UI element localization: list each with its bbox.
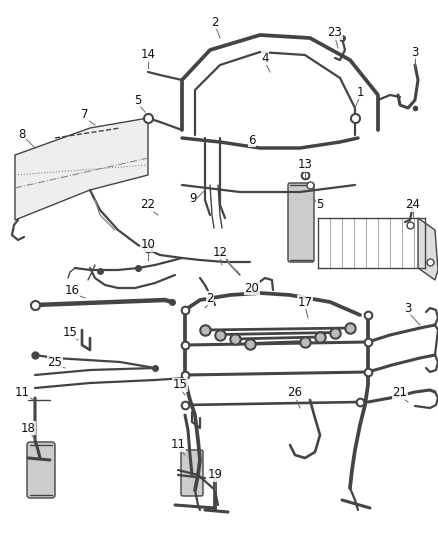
Text: 7: 7 bbox=[81, 109, 89, 122]
Text: 16: 16 bbox=[64, 284, 80, 296]
Text: 9: 9 bbox=[189, 191, 197, 205]
Text: 12: 12 bbox=[212, 246, 227, 259]
Text: 18: 18 bbox=[21, 422, 35, 434]
FancyBboxPatch shape bbox=[27, 442, 55, 498]
Text: 11: 11 bbox=[170, 439, 186, 451]
Text: 22: 22 bbox=[141, 198, 155, 212]
Text: 15: 15 bbox=[173, 378, 187, 392]
Text: 11: 11 bbox=[14, 386, 29, 400]
Text: 5: 5 bbox=[316, 198, 324, 212]
Text: 20: 20 bbox=[244, 281, 259, 295]
FancyBboxPatch shape bbox=[288, 183, 314, 262]
Text: 23: 23 bbox=[328, 27, 343, 39]
Text: 2: 2 bbox=[206, 292, 214, 304]
Text: 15: 15 bbox=[63, 326, 78, 338]
Text: 4: 4 bbox=[261, 52, 269, 64]
Text: 6: 6 bbox=[248, 133, 256, 147]
Text: 13: 13 bbox=[297, 158, 312, 172]
Text: 1: 1 bbox=[356, 85, 364, 99]
Text: 8: 8 bbox=[18, 128, 26, 141]
Text: 19: 19 bbox=[208, 469, 223, 481]
Text: 17: 17 bbox=[297, 295, 312, 309]
Text: 3: 3 bbox=[404, 302, 412, 314]
Text: 21: 21 bbox=[392, 386, 407, 400]
Text: 14: 14 bbox=[141, 49, 155, 61]
Text: 10: 10 bbox=[141, 238, 155, 252]
FancyBboxPatch shape bbox=[181, 450, 203, 496]
Text: 24: 24 bbox=[406, 198, 420, 212]
Text: 5: 5 bbox=[134, 93, 141, 107]
Text: 3: 3 bbox=[411, 45, 419, 59]
Polygon shape bbox=[418, 218, 438, 280]
Text: 2: 2 bbox=[211, 15, 219, 28]
Text: 25: 25 bbox=[48, 356, 63, 368]
Text: 26: 26 bbox=[287, 386, 303, 400]
Polygon shape bbox=[15, 118, 148, 220]
